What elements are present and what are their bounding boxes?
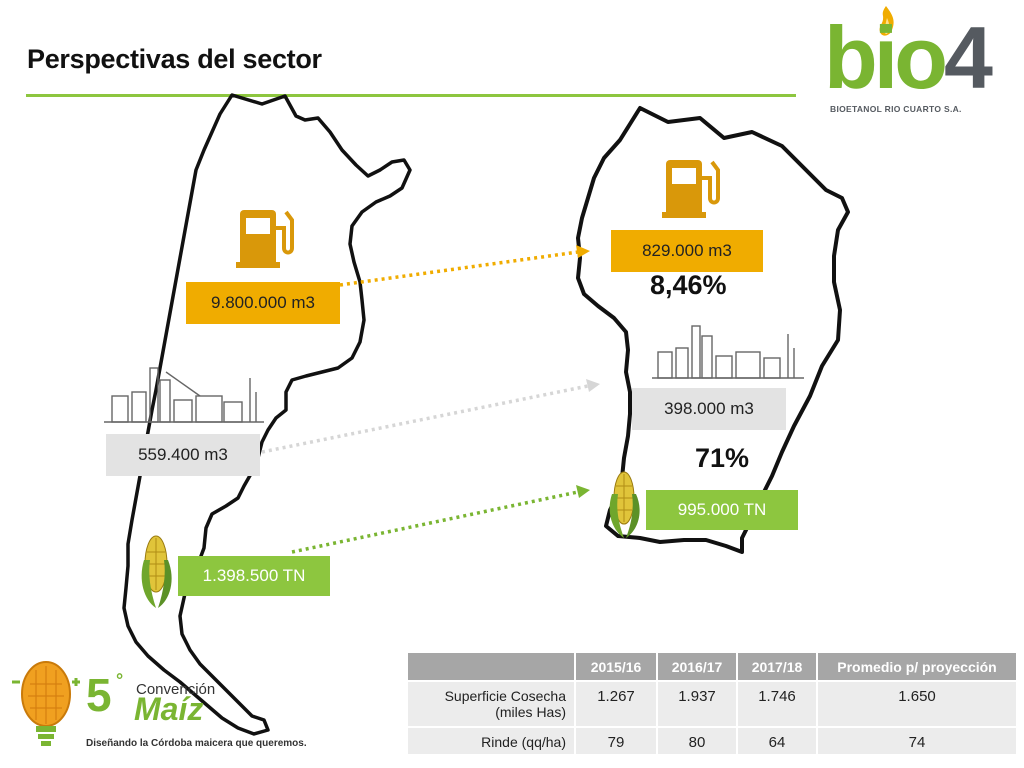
table-cell: 1.746 — [738, 682, 816, 726]
convention-name: Maíz — [134, 691, 204, 727]
title-underline — [26, 94, 796, 97]
logo-word-bio: bio — [824, 8, 948, 107]
table-row: Rinde (qq/ha) 79 80 64 74 — [408, 728, 1016, 754]
corn-arrow — [291, 485, 590, 554]
table-header-2015: 2015/16 — [576, 653, 656, 680]
cordoba-fuel-share: 8,46% — [650, 270, 727, 300]
convention-word: Convención — [136, 681, 216, 698]
logo-word-4: 4 — [943, 8, 993, 107]
factory-icon — [104, 367, 264, 423]
table-header-2016: 2016/17 — [658, 653, 736, 680]
table-header-average: Promedio p/ proyección — [818, 653, 1016, 680]
table-cell: 74 — [818, 728, 1016, 754]
convention-tagline: Diseñando la Córdoba maicera que queremo… — [86, 738, 307, 749]
production-table: 2015/16 2016/17 2017/18 Promedio p/ proy… — [406, 651, 1018, 756]
cordoba-ethanol-box: 398.000 m3 — [632, 388, 786, 430]
national-ethanol-box: 559.400 m3 — [106, 434, 260, 476]
cordoba-corn-box: 995.000 TN — [646, 490, 798, 530]
table-header-2017: 2017/18 — [738, 653, 816, 680]
table-header-blank — [408, 653, 574, 680]
convention-logo: 5 ° Convención Maíz Diseñando la Córdoba… — [10, 654, 307, 758]
corn-icon — [609, 471, 640, 538]
table-cell: 1.937 — [658, 682, 736, 726]
table-cell: 80 — [658, 728, 736, 754]
table-cell: 1.650 — [818, 682, 1016, 726]
bio4-logo: bio4 BIOETANOL RIO CUARTO S.A. — [822, 4, 993, 122]
logo-subtitle: BIOETANOL RIO CUARTO S.A. — [830, 104, 962, 114]
table-cell: 64 — [738, 728, 816, 754]
ethanol-arrow — [261, 379, 600, 454]
flame-icon — [879, 6, 894, 36]
national-corn-box: 1.398.500 TN — [178, 556, 330, 596]
cordoba-ethanol-share: 71% — [695, 443, 750, 473]
fuel-pump-icon — [662, 160, 720, 218]
table-row: Superficie Cosecha (miles Has) 1.267 1.9… — [408, 682, 1016, 726]
factory-icon — [652, 325, 804, 379]
fuel-pump-icon — [236, 210, 294, 268]
national-fuel-box: 9.800.000 m3 — [186, 282, 340, 324]
table-row-label: Rinde (qq/ha) — [408, 728, 574, 754]
table-cell: 1.267 — [576, 682, 656, 726]
cordoba-map — [576, 106, 850, 554]
fuel-arrow — [339, 245, 590, 287]
corn-bulb-icon — [12, 661, 80, 746]
logo-wordmark: bio4 — [824, 14, 993, 102]
convention-degree: ° — [116, 670, 124, 690]
page-title: Perspectivas del sector — [27, 44, 322, 74]
convention-number: 5 — [86, 669, 112, 721]
table-header-row: 2015/16 2016/17 2017/18 Promedio p/ proy… — [408, 653, 1016, 680]
table-cell: 79 — [576, 728, 656, 754]
table-row-label: Superficie Cosecha (miles Has) — [408, 682, 574, 726]
argentina-map — [122, 93, 412, 736]
corn-icon — [141, 535, 172, 608]
cordoba-fuel-box: 829.000 m3 — [611, 230, 763, 272]
